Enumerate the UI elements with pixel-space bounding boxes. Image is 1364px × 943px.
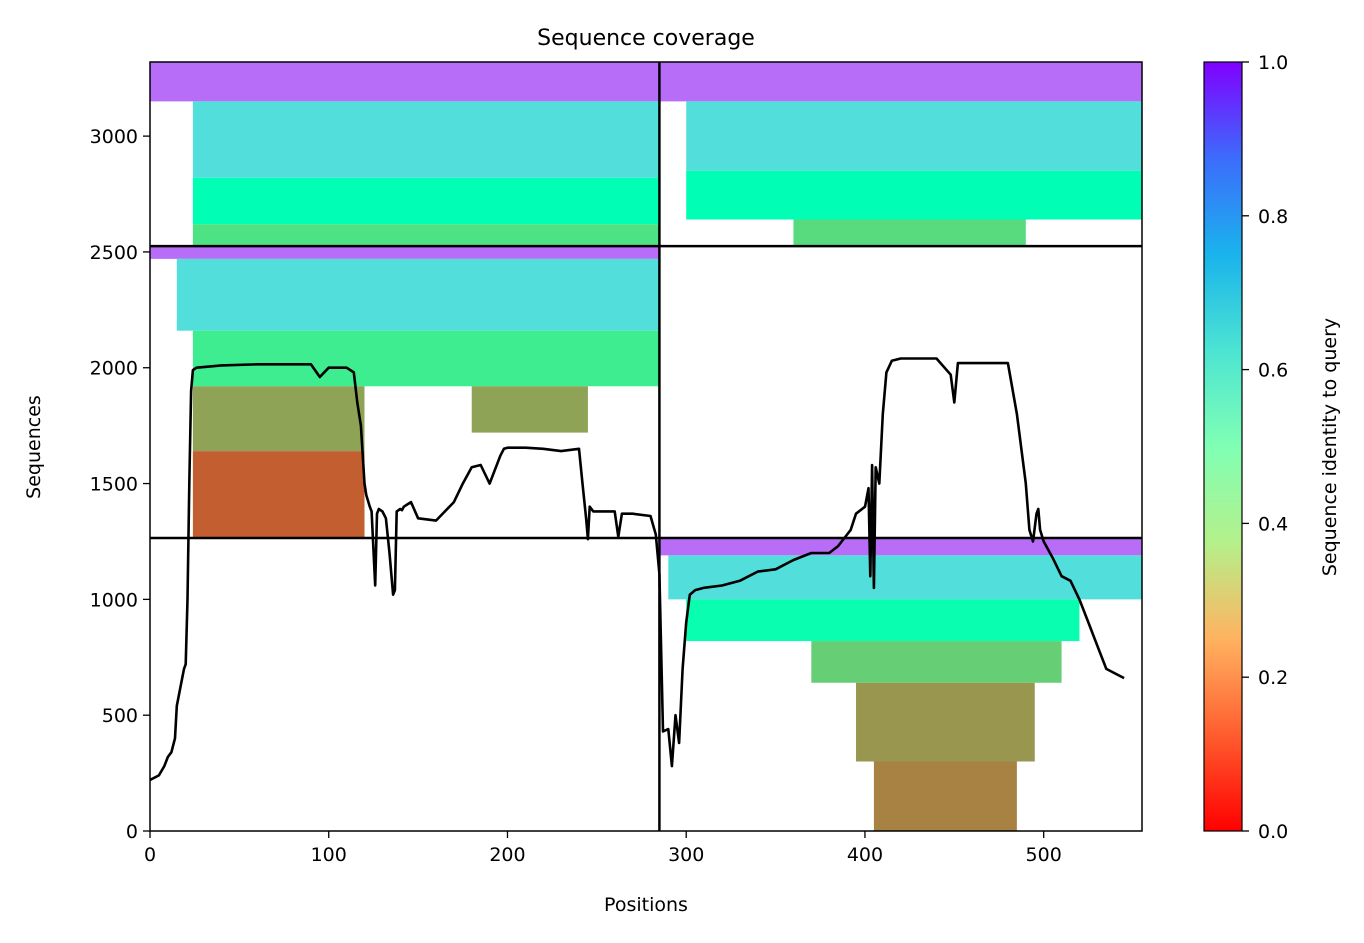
- y-axis-label: Sequences: [23, 395, 45, 499]
- identity-band-right-top-3: [793, 219, 1026, 247]
- colorbar-ticks: 0.0 0.2 0.4 0.6 0.8 1.0: [1242, 52, 1288, 843]
- identity-band-left-middle-1: [176, 258, 660, 331]
- plot-frame: [149, 61, 1143, 832]
- y-tick-label: 2500: [90, 242, 138, 264]
- y-tick-label: 1000: [90, 589, 138, 611]
- identity-band-right-bottom-0: [659, 537, 1142, 556]
- x-tick-label: 400: [847, 844, 883, 866]
- colorbar-tick-label: 0.6: [1258, 360, 1288, 382]
- block-dividers: [150, 62, 1142, 831]
- colorbar-tick-label: 0.0: [1258, 821, 1288, 843]
- x-axis-label: Positions: [604, 894, 688, 916]
- x-tick-label: 0: [144, 844, 156, 866]
- y-tick-label: 500: [102, 705, 138, 727]
- identity-band-left-top-3: [192, 224, 660, 247]
- identity-band-left-middle-2: [192, 330, 660, 387]
- colorbar-tick-label: 0.8: [1258, 206, 1288, 228]
- y-axis: 0 500 1000 1500 2000 2500 3000: [90, 126, 150, 843]
- coverage-line-group: [150, 357, 1125, 782]
- x-tick-label: 100: [311, 844, 347, 866]
- identity-band-left-middle-0: [150, 246, 660, 259]
- coverage-line: [150, 357, 1125, 782]
- identity-band-right-bottom-4: [856, 682, 1035, 762]
- x-axis: 0 100 200 300 400 500: [144, 831, 1062, 866]
- identity-band-left-middle-4: [471, 386, 588, 433]
- colorbar-label: Sequence identity to query: [1319, 318, 1341, 576]
- y-tick-label: 3000: [90, 126, 138, 148]
- colorbar-tick-label: 0.4: [1258, 513, 1288, 535]
- identity-band-right-top-0: [659, 62, 1142, 102]
- identity-band-right-bottom-1: [668, 555, 1142, 600]
- identity-band-right-top-2: [686, 170, 1142, 220]
- y-tick-label: 0: [126, 821, 138, 843]
- identity-band-right-bottom-5: [873, 761, 1017, 831]
- chart-title: Sequence coverage: [537, 26, 755, 51]
- identity-band-right-bottom-3: [811, 641, 1062, 683]
- identity-band-left-top-0: [150, 62, 660, 102]
- identity-band-right-top-1: [686, 101, 1142, 171]
- identity-band-left-middle-5: [192, 451, 365, 538]
- x-tick-label: 500: [1026, 844, 1062, 866]
- colorbar-tick-label: 1.0: [1258, 52, 1288, 74]
- x-tick-label: 300: [668, 844, 704, 866]
- coverage-blocks: [150, 62, 1142, 831]
- colorbar-tick-label: 0.2: [1258, 667, 1288, 689]
- identity-band-left-top-1: [192, 101, 660, 178]
- identity-band-right-bottom-2: [686, 599, 1080, 642]
- y-tick-label: 2000: [90, 358, 138, 380]
- identity-band-left-top-2: [192, 177, 660, 225]
- identity-band-left-middle-3: [192, 386, 365, 452]
- colorbar: [1203, 61, 1243, 832]
- x-tick-label: 200: [489, 844, 525, 866]
- y-tick-label: 1500: [90, 474, 138, 496]
